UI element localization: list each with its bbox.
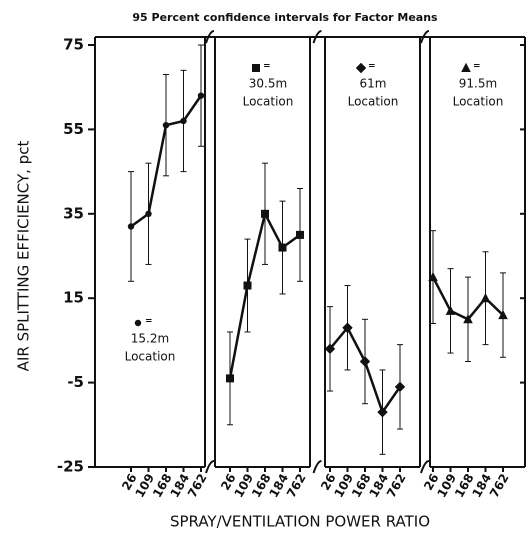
marker bbox=[226, 374, 234, 383]
marker bbox=[296, 230, 304, 239]
axis-break bbox=[205, 460, 215, 474]
legend-name: 30.5m bbox=[249, 77, 287, 91]
legend-caption: Location bbox=[348, 95, 399, 109]
legend-separator: = bbox=[368, 62, 376, 72]
x-tick-label: 762 bbox=[185, 471, 210, 500]
marker bbox=[461, 62, 471, 72]
x-tick-label: 762 bbox=[487, 471, 512, 500]
marker bbox=[359, 356, 371, 367]
marker bbox=[324, 343, 336, 355]
legend-separator: = bbox=[473, 62, 481, 72]
axis-break bbox=[420, 30, 430, 44]
marker bbox=[445, 305, 456, 315]
y-tick-label: -5 bbox=[67, 373, 84, 391]
x-tick-label: 762 bbox=[284, 471, 309, 500]
legend-separator: = bbox=[263, 62, 271, 72]
marker bbox=[480, 293, 491, 303]
legend-caption: Location bbox=[243, 95, 294, 109]
x-tick-label: 762 bbox=[384, 471, 409, 500]
y-tick-label: 35 bbox=[63, 204, 84, 222]
legend-separator: = bbox=[145, 317, 153, 327]
marker bbox=[394, 381, 406, 393]
marker bbox=[252, 64, 260, 72]
marker bbox=[342, 322, 353, 333]
marker bbox=[180, 117, 187, 125]
y-tick-label: -25 bbox=[57, 458, 84, 476]
axis-break bbox=[205, 30, 215, 44]
marker bbox=[145, 210, 152, 217]
legend-caption: Location bbox=[125, 350, 176, 364]
chart-title: 95 Percent confidence intervals for Fact… bbox=[132, 11, 438, 24]
legend-name: 91.5m bbox=[459, 77, 497, 91]
y-tick-label: 75 bbox=[63, 36, 84, 54]
marker bbox=[261, 209, 269, 218]
y-tick-label: 55 bbox=[63, 120, 84, 138]
marker bbox=[463, 314, 473, 324]
marker bbox=[197, 92, 205, 99]
marker bbox=[134, 319, 142, 327]
y-axis-label: AIR SPLITTING EFFICIENCY, pct bbox=[15, 141, 33, 372]
legend-name: 15.2m bbox=[131, 332, 169, 346]
axis-break bbox=[312, 460, 322, 474]
x-axis-label: SPRAY/VENTILATION POWER RATIO bbox=[170, 513, 430, 531]
axis-break bbox=[312, 30, 322, 44]
marker bbox=[377, 406, 388, 418]
legend-caption: Location bbox=[453, 95, 504, 109]
marker bbox=[428, 271, 438, 282]
axis-break bbox=[420, 460, 430, 474]
marker bbox=[355, 62, 367, 74]
marker bbox=[243, 281, 252, 290]
marker bbox=[278, 243, 287, 252]
marker bbox=[498, 309, 508, 320]
marker bbox=[127, 223, 135, 230]
y-tick-label: 15 bbox=[63, 289, 84, 307]
marker bbox=[162, 121, 170, 129]
legend-name: 61m bbox=[360, 77, 387, 91]
